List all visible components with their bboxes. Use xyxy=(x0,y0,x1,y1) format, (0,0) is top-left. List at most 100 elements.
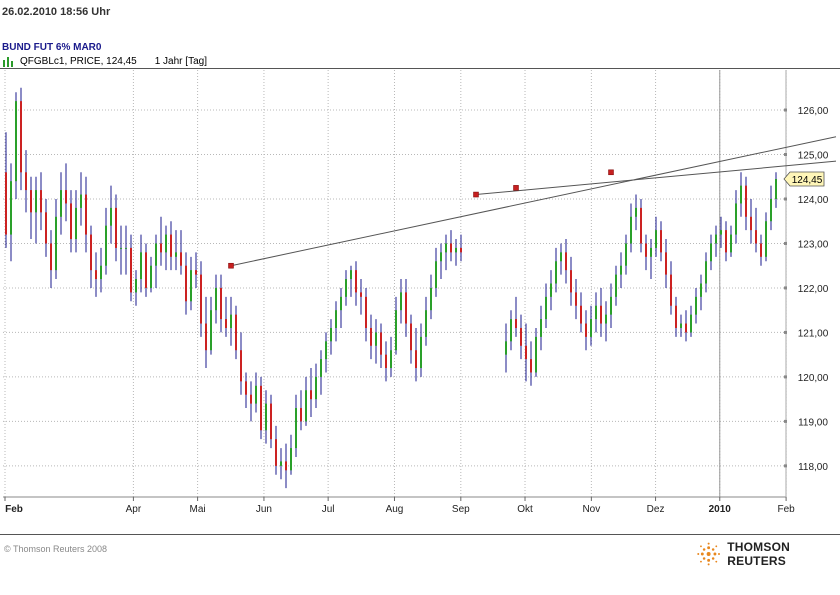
pivot-marker xyxy=(608,169,614,176)
ohlc-bar xyxy=(680,314,682,337)
chart-timestamp: 26.02.2010 18:56 Uhr xyxy=(2,6,111,18)
bar-body xyxy=(700,283,702,297)
last-price-label-group: 124,45 xyxy=(783,171,825,187)
ohlc-bar xyxy=(65,163,67,222)
ohlc-bar xyxy=(375,319,377,364)
y-tick-label: 121,00 xyxy=(798,328,829,339)
ohlc-bar xyxy=(670,261,672,315)
bar-body xyxy=(395,310,397,351)
ohlc-bar xyxy=(365,287,367,342)
bar-body xyxy=(150,265,152,288)
ohlc-bar xyxy=(35,176,37,244)
ohlc-bar xyxy=(540,305,542,351)
bar-body xyxy=(80,194,82,208)
ohlc-bar xyxy=(710,234,712,271)
bar-body xyxy=(730,234,732,253)
series-label: QFGBLc1, PRICE, 124,45 xyxy=(20,56,137,67)
bar-body xyxy=(555,261,557,284)
bar-body xyxy=(195,270,197,275)
bar-body xyxy=(550,283,552,297)
ohlc-bar xyxy=(360,279,362,315)
bar-body xyxy=(590,319,592,337)
bar-body xyxy=(690,314,692,333)
ohlc-bar xyxy=(545,283,547,328)
bar-body xyxy=(620,265,622,275)
ohlc-bar xyxy=(175,230,177,271)
ohlc-bar xyxy=(135,270,137,306)
bar-body xyxy=(615,274,617,297)
ohlc-bar xyxy=(330,319,332,355)
y-tick-label: 124,00 xyxy=(798,195,829,206)
ohlc-bar xyxy=(150,256,152,293)
bar-body xyxy=(680,323,682,328)
ohlc-bar xyxy=(275,425,277,475)
bar-body xyxy=(20,101,22,173)
ohlc-bar xyxy=(760,234,762,266)
bar-body xyxy=(770,198,772,222)
ohlc-bar xyxy=(20,87,22,191)
bar-body xyxy=(460,247,462,253)
ohlc-bar xyxy=(430,274,432,320)
ohlc-bar xyxy=(195,252,197,288)
ohlc-bar xyxy=(90,225,92,288)
bar-body xyxy=(675,305,677,328)
ohlc-bar xyxy=(170,221,172,271)
bar-body xyxy=(130,247,132,293)
bar-body xyxy=(640,207,642,244)
ohlc-bar xyxy=(235,305,237,360)
ohlc-bar xyxy=(350,265,352,297)
ohlc-bar xyxy=(700,274,702,311)
bar-body xyxy=(635,207,637,217)
x-tick-label: Mai xyxy=(190,504,206,515)
bar-body xyxy=(390,350,392,369)
bar-body xyxy=(725,230,727,253)
bar-body xyxy=(90,234,92,271)
ohlc-bar xyxy=(600,287,602,337)
ohlc-bar xyxy=(450,230,452,262)
bar-body xyxy=(235,314,237,351)
bar-body xyxy=(600,305,602,324)
ohlc-bar xyxy=(565,239,567,284)
ohlc-bar xyxy=(555,247,557,293)
ohlc-bar xyxy=(340,287,342,328)
chart-grid xyxy=(3,70,787,498)
bar-body xyxy=(15,101,17,182)
ohlc-bar xyxy=(665,239,667,288)
ohlc-bar xyxy=(405,279,407,337)
bar-body xyxy=(290,448,292,471)
bar-body xyxy=(25,172,27,191)
bar-body xyxy=(115,207,117,248)
bar-body xyxy=(335,310,337,328)
ohlc-bar xyxy=(305,376,307,426)
ohlc-bar xyxy=(50,230,52,288)
bar-body xyxy=(230,314,232,328)
ohlc-bar xyxy=(750,198,752,244)
ohlc-bar xyxy=(635,194,637,231)
bar-body xyxy=(300,408,302,422)
bar-body xyxy=(65,190,67,204)
ohlc-bar xyxy=(80,172,82,226)
y-tick-label: 125,00 xyxy=(798,151,829,162)
bar-body xyxy=(200,274,202,324)
ohlc-bar xyxy=(615,265,617,306)
bar-body xyxy=(175,252,177,257)
ohlc-bar xyxy=(445,234,447,271)
ohlc-bar xyxy=(440,243,442,280)
series-legend: QFGBLc1, PRICE, 124,45 1 Jahr [Tag] xyxy=(2,56,207,67)
bar-body xyxy=(435,261,437,288)
ohlc-bar xyxy=(25,150,27,213)
ohlc-bar xyxy=(385,341,387,382)
ohlc-bar xyxy=(215,274,217,324)
ohlc-bar xyxy=(580,292,582,333)
bar-body xyxy=(295,408,297,449)
ohlc-bar xyxy=(755,207,757,253)
ohlc-bar xyxy=(145,243,147,297)
header-separator xyxy=(0,68,840,69)
y-tick-mark xyxy=(784,330,787,334)
bar-body xyxy=(415,350,417,369)
ohlc-bar xyxy=(295,394,297,457)
ohlc-bar xyxy=(190,256,192,311)
bar-body xyxy=(625,243,627,266)
ohlc-bar xyxy=(210,296,212,355)
